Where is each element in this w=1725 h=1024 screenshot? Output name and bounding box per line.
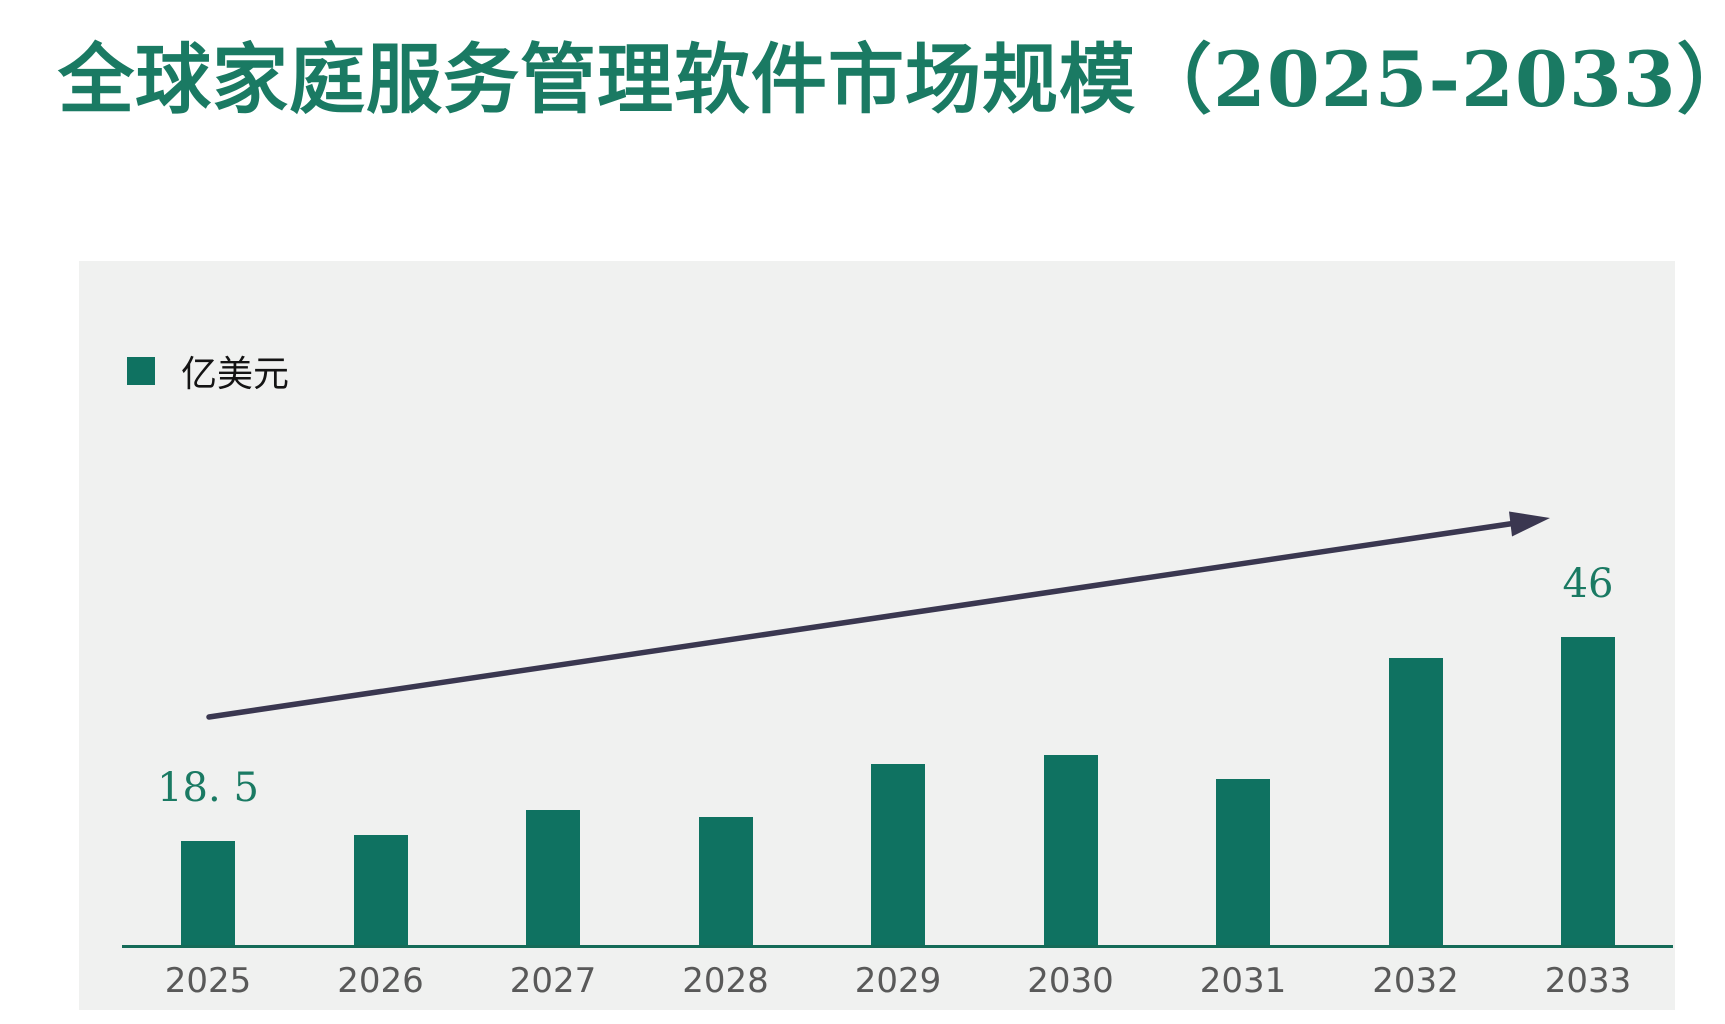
x-tick-label-2031: 2031 bbox=[1199, 961, 1287, 1001]
x-axis-line bbox=[122, 945, 1673, 948]
x-tick-label-2033: 2033 bbox=[1544, 961, 1632, 1001]
chart-panel: 亿美元 2025 18. 5 2026 2027 2028 2029 2030 2031 203… bbox=[79, 261, 1675, 1010]
bar-2026 bbox=[353, 835, 408, 945]
bar-2025 bbox=[181, 841, 235, 945]
value-label-2033: 46 bbox=[1562, 561, 1614, 607]
legend-label: 亿美元 bbox=[181, 354, 290, 395]
bar-2032 bbox=[1388, 658, 1443, 945]
bar-plot-area: 2025 18. 5 2026 2027 2028 2029 2030 2031 2032 203… bbox=[79, 261, 1675, 1010]
x-tick-label-2029: 2029 bbox=[854, 961, 942, 1001]
bar-2029 bbox=[871, 764, 925, 945]
x-tick-label-2025: 2025 bbox=[164, 961, 252, 1001]
bar-2030 bbox=[1043, 755, 1098, 945]
bar-2031 bbox=[1216, 779, 1270, 945]
x-tick-label-2032: 2032 bbox=[1372, 961, 1459, 1001]
legend: 亿美元 bbox=[127, 345, 289, 397]
bar-2027 bbox=[526, 810, 580, 945]
x-tick-label-2027: 2027 bbox=[509, 961, 597, 1001]
x-tick-label-2026: 2026 bbox=[337, 961, 424, 1001]
x-tick-label-2030: 2030 bbox=[1027, 961, 1114, 1001]
bar-2028 bbox=[698, 817, 753, 945]
legend-swatch bbox=[127, 357, 155, 385]
value-label-2025: 18. 5 bbox=[157, 765, 259, 811]
x-tick-label-2028: 2028 bbox=[682, 961, 769, 1001]
bar-2033 bbox=[1561, 637, 1615, 945]
chart-title: 全球家庭服务管理软件市场规模（2025-2033） bbox=[58, 35, 1725, 124]
